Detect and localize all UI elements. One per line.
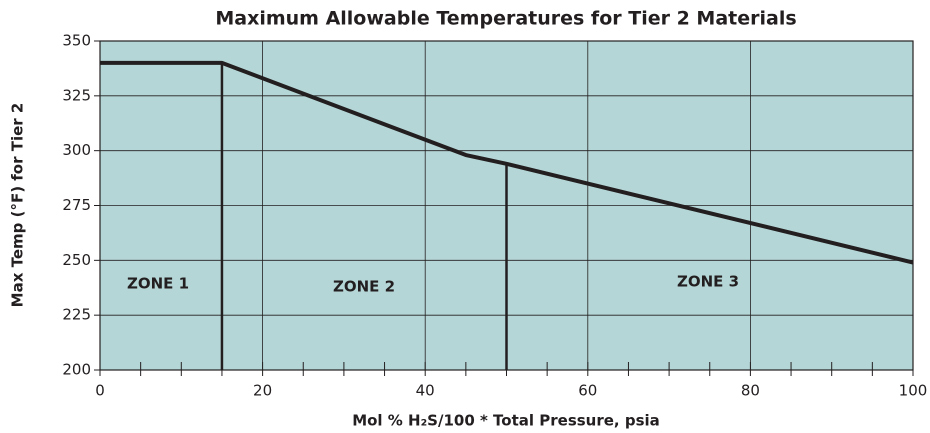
y-tick-label: 225	[62, 306, 91, 324]
y-axis-label: Max Temp (°F) for Tier 2	[9, 103, 27, 308]
y-tick-label: 275	[62, 196, 91, 214]
y-tick-label: 300	[62, 141, 91, 159]
x-tick-label: 20	[253, 382, 272, 400]
y-tick-label: 200	[62, 361, 91, 379]
zone-label: ZONE 3	[677, 273, 739, 291]
y-tick-label: 250	[62, 251, 91, 269]
zone-label: ZONE 1	[127, 275, 189, 293]
y-tick-label: 350	[62, 32, 91, 50]
temperature-line	[100, 60, 914, 265]
x-tick-label: 40	[416, 382, 435, 400]
chart-title: Maximum Allowable Temperatures for Tier …	[215, 8, 796, 30]
y-tick-label: 325	[62, 86, 91, 104]
zone-label: ZONE 2	[333, 278, 395, 296]
x-tick-label: 100	[899, 382, 928, 400]
x-tick-label: 60	[578, 382, 597, 400]
x-axis-label: Mol % H₂S/100 * Total Pressure, psia	[352, 412, 660, 430]
x-tick-label: 80	[741, 382, 760, 400]
x-tick-label: 0	[95, 382, 105, 400]
